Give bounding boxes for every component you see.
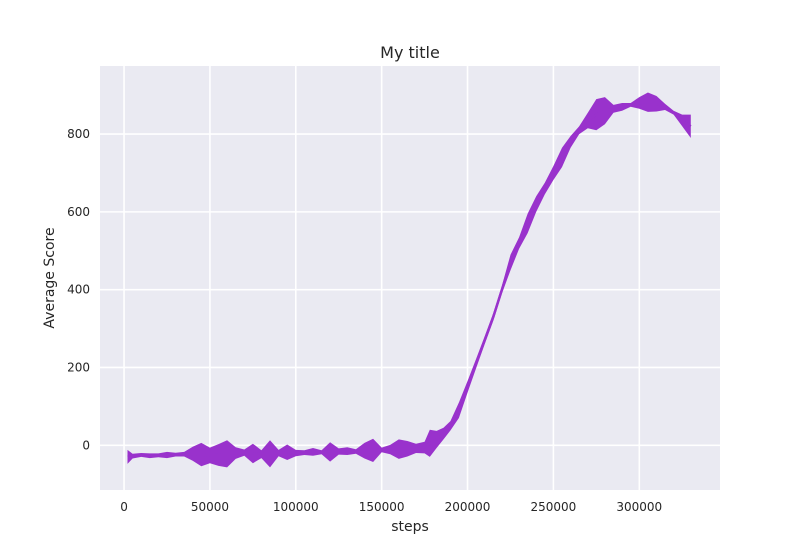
y-tick-label: 400	[67, 283, 90, 297]
y-tick-labels: 0 200 400 600 800	[67, 127, 90, 452]
x-tick-label: 150000	[359, 500, 405, 514]
x-gridlines	[123, 66, 641, 490]
chart-title: My title	[380, 43, 440, 62]
y-axis-label: Average Score	[42, 227, 58, 328]
x-tick-label: 200000	[445, 500, 491, 514]
x-axis-label: steps	[391, 519, 429, 535]
x-tick-label: 300000	[616, 500, 662, 514]
series-mean-line	[127, 100, 692, 459]
x-tick-label: 250000	[531, 500, 577, 514]
x-tick-labels: 0 50000 100000 150000 200000 250000 300000	[120, 500, 662, 514]
y-gridlines	[100, 133, 720, 447]
x-tick-label: 0	[120, 500, 128, 514]
y-tick-label: 800	[67, 127, 90, 141]
plot-background	[100, 66, 720, 490]
x-tick-label: 50000	[191, 500, 229, 514]
y-tick-label: 600	[67, 205, 90, 219]
y-tick-label: 200	[67, 360, 90, 374]
series-layer	[127, 92, 692, 468]
x-tick-label: 100000	[273, 500, 319, 514]
y-tick-label: 0	[82, 438, 90, 452]
